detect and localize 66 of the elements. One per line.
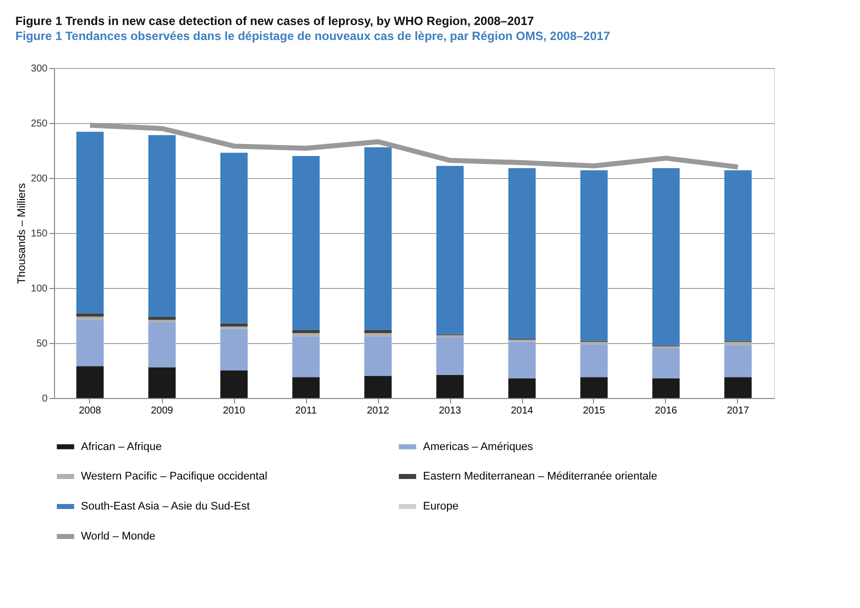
bar (292, 336, 320, 378)
y-tick-label: 100 (30, 284, 48, 294)
bar (76, 132, 104, 314)
bar (148, 322, 176, 368)
bar (580, 377, 608, 398)
bar (508, 378, 536, 398)
x-tick-label: 2016 (654, 406, 678, 416)
x-tick-label: 2009 (150, 406, 174, 416)
y-tick-label: 200 (30, 174, 48, 184)
bar (652, 168, 680, 346)
bar (76, 313, 104, 317)
bar (436, 338, 464, 375)
x-tick-label: 2017 (726, 406, 750, 416)
bar (148, 320, 176, 322)
bar (364, 330, 392, 334)
bar (292, 156, 320, 330)
y-tick-label: 50 (36, 338, 48, 350)
chart-title: Figure 1 Trends in new case detection of new cases of leprosy, by WHO Region, 2008–2017 (15, 14, 534, 28)
bar (292, 333, 320, 336)
bar (508, 168, 536, 339)
bar (220, 370, 248, 398)
legend-label: Europe (423, 500, 458, 512)
bar (724, 170, 752, 341)
bar (652, 378, 680, 398)
bar (220, 323, 248, 326)
bar (76, 316, 104, 320)
legend-label: Western Pacific – Pacifique occidental (81, 470, 268, 482)
bar (220, 152, 248, 324)
bar (436, 374, 464, 398)
bar (364, 376, 392, 398)
x-tick-label: 2014 (510, 406, 534, 416)
bar (76, 320, 104, 366)
legend-label: Americas – Amériques (423, 440, 534, 453)
bar (148, 367, 176, 398)
bar (580, 170, 608, 341)
bar (364, 336, 392, 376)
y-tick-label: 150 (30, 228, 48, 240)
y-axis-title: Thousands – Milliers (16, 182, 28, 284)
bar (436, 166, 464, 334)
bar (580, 344, 608, 378)
bar (364, 333, 392, 336)
y-tick-label: 250 (30, 118, 48, 130)
bar (652, 348, 680, 378)
legend-label: World – Monde (81, 530, 156, 542)
y-tick-label: 0 (42, 394, 48, 404)
bar (724, 345, 752, 378)
bar (148, 135, 176, 317)
x-tick-label: 2012 (366, 406, 390, 416)
x-tick-label: 2015 (582, 406, 606, 416)
bar (508, 342, 536, 378)
x-tick-label: 2011 (295, 406, 318, 416)
chart-subtitle: Figure 1 Tendances observées dans le dépistage de nouveaux cas de lèpre, par Région OMS, 2008–2017 (15, 29, 610, 43)
bar (76, 366, 104, 398)
legend-label: South-East Asia – Asie du Sud-Est (81, 500, 250, 512)
bar (364, 147, 392, 330)
legend-label: Eastern Mediterranean – Méditerranée orientale (423, 470, 658, 482)
y-tick-label: 300 (30, 64, 48, 74)
x-tick-label: 2013 (438, 406, 462, 416)
bar (148, 316, 176, 320)
legend-label: African – Afrique (81, 440, 162, 453)
x-tick-label: 2010 (222, 406, 246, 416)
x-tick-label: 2008 (78, 406, 102, 416)
bar (220, 328, 248, 370)
bar (724, 377, 752, 398)
bar (292, 377, 320, 398)
bar (292, 330, 320, 334)
